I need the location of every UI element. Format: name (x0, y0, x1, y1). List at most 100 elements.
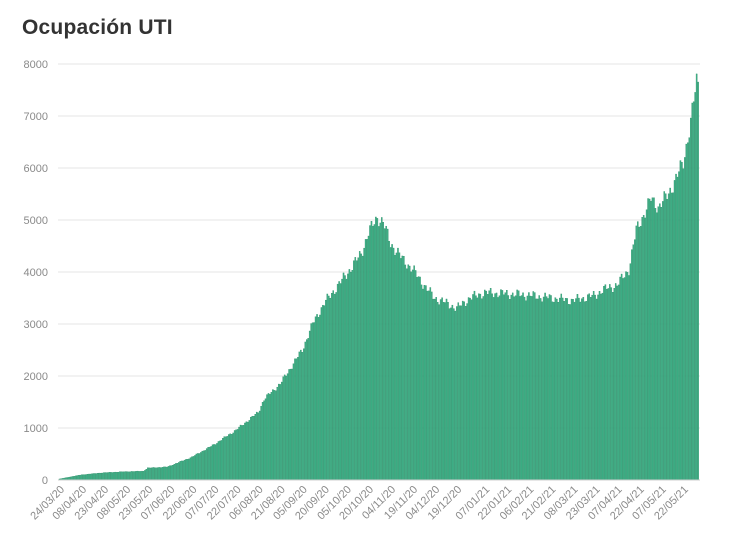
bar (139, 471, 142, 481)
bar (248, 420, 251, 481)
bar (307, 338, 309, 481)
bar (323, 305, 326, 481)
bar (497, 297, 499, 481)
bar (589, 297, 592, 481)
bar (280, 381, 283, 481)
bar (420, 284, 423, 481)
bar (322, 304, 324, 481)
bar (559, 297, 561, 481)
bar (130, 471, 133, 481)
bar (150, 467, 152, 481)
bar (389, 247, 392, 481)
bar (654, 208, 657, 481)
bar (154, 467, 156, 481)
bar (486, 294, 489, 481)
bar (177, 462, 180, 481)
bar (475, 295, 477, 481)
bar (333, 293, 336, 481)
bar (459, 305, 461, 481)
bar (570, 298, 573, 481)
bar (485, 290, 487, 481)
bar (672, 192, 674, 481)
bar (460, 305, 462, 481)
bar (370, 221, 373, 481)
bar (670, 192, 673, 481)
bar (479, 293, 482, 481)
bar (89, 473, 92, 481)
bar (185, 459, 187, 481)
bar (244, 422, 246, 481)
bar (316, 314, 318, 481)
bar (223, 436, 226, 481)
bar (561, 297, 564, 481)
bar (176, 463, 179, 481)
bar (357, 257, 359, 481)
y-tick-label: 7000 (24, 111, 48, 123)
bar (320, 307, 323, 481)
bar (681, 161, 683, 481)
bar (273, 390, 276, 481)
bar (94, 473, 96, 481)
bar (183, 459, 186, 481)
bar (238, 426, 240, 481)
bar (541, 301, 543, 481)
bar (498, 295, 501, 481)
bar (138, 471, 140, 481)
bar (425, 285, 427, 481)
bar (529, 295, 532, 481)
bar (507, 295, 510, 481)
bar (172, 465, 174, 481)
bar (305, 339, 308, 481)
bar (522, 292, 524, 481)
bar (406, 268, 408, 481)
bar (270, 392, 273, 481)
bar (463, 301, 465, 481)
bar (116, 472, 118, 481)
bar (582, 297, 585, 481)
bar (484, 289, 486, 481)
bar (491, 293, 493, 481)
bar (301, 352, 304, 481)
bar (369, 225, 371, 481)
bar (257, 412, 259, 481)
bar (469, 297, 471, 481)
bar (588, 293, 590, 481)
bar (161, 467, 164, 481)
bar (339, 283, 342, 481)
bar (229, 433, 231, 481)
bar (647, 198, 649, 481)
bar (628, 275, 630, 481)
bar (514, 295, 517, 481)
bar (616, 285, 618, 481)
bar (145, 469, 148, 481)
bar (614, 283, 617, 481)
bar (291, 368, 293, 481)
bar (73, 476, 76, 481)
bar (626, 272, 629, 481)
bar (461, 300, 464, 481)
bar (523, 296, 526, 481)
bar (282, 376, 284, 481)
bar (651, 197, 654, 481)
bar (283, 374, 286, 481)
bar (263, 400, 265, 481)
bar (506, 290, 508, 481)
bar (272, 389, 274, 481)
bar (407, 264, 410, 481)
bar (609, 284, 611, 481)
bar (397, 247, 399, 481)
bar (233, 430, 236, 481)
y-tick-label: 2000 (24, 371, 48, 383)
bar (375, 216, 377, 481)
bar (433, 298, 436, 481)
bar (286, 373, 289, 481)
bar (344, 275, 346, 481)
bar (92, 473, 95, 481)
bar (144, 470, 146, 481)
bar (601, 292, 604, 481)
bar (489, 288, 492, 481)
bar (569, 304, 571, 481)
bar (650, 200, 652, 481)
bar (410, 271, 412, 481)
bar (573, 301, 576, 481)
